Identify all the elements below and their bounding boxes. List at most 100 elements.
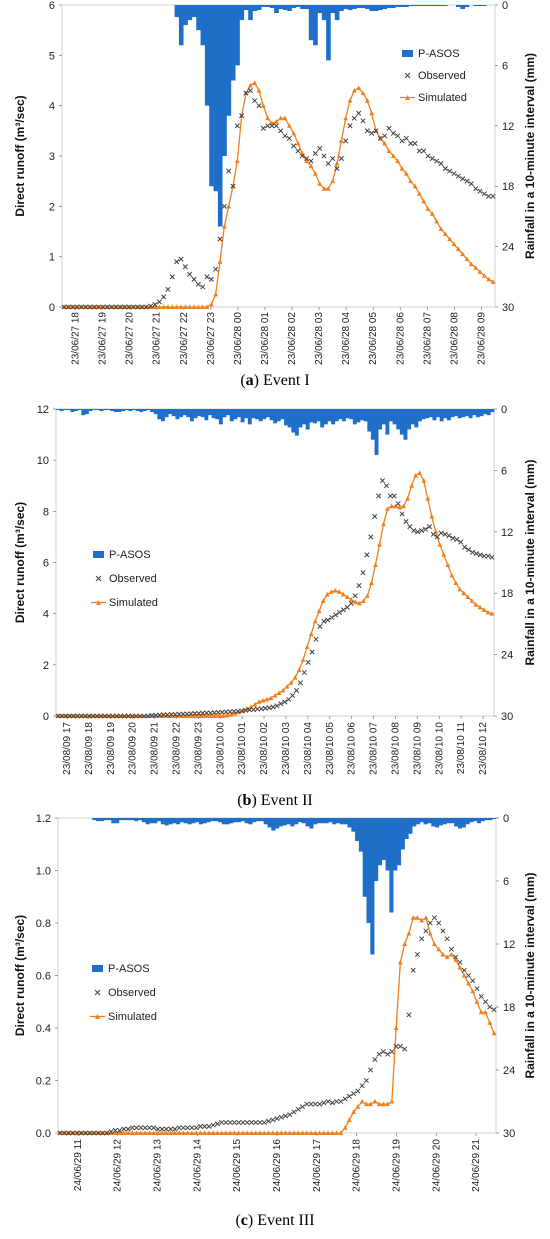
rain-bar [321, 5, 327, 21]
simulated-point [487, 1020, 493, 1025]
simulated-point [368, 1101, 374, 1107]
simulated-point [156, 304, 162, 309]
y-tick-label: 0 [43, 711, 49, 723]
rain-bar [92, 409, 97, 411]
observed-point [110, 713, 116, 719]
simulated-point [206, 1130, 212, 1135]
rain-bar [412, 5, 418, 7]
rain-bar [301, 818, 306, 824]
rain-bar [370, 409, 375, 440]
x-tick-label: 23/06/28 00 [233, 312, 244, 365]
x-tick-label: 23/08/09 20 [128, 722, 139, 775]
simulated-point [455, 246, 461, 252]
rain-bar [211, 409, 216, 419]
observed-point [200, 710, 206, 716]
rain-bar [486, 409, 491, 416]
y2-tick-label: 6 [502, 60, 508, 72]
caption-letter: a [245, 372, 254, 389]
observed-point [317, 145, 323, 152]
observed-point [106, 713, 112, 719]
rain-bar [360, 5, 366, 9]
rain-bar [404, 818, 409, 839]
rain-bar [316, 409, 321, 422]
caption-event-3: (c) Event III [235, 1212, 315, 1229]
legend: P-ASOS Observed Simulated [400, 48, 467, 104]
rain-bar [226, 409, 231, 416]
observed-point [270, 1117, 276, 1123]
observed-point [265, 123, 271, 129]
observed-point [376, 1051, 382, 1057]
rain-bar [389, 409, 393, 422]
x-tick-label: 23/06/27 22 [179, 312, 190, 365]
observed-point [321, 153, 327, 159]
simulated-point [468, 261, 474, 267]
observed-point [121, 1126, 127, 1132]
rain-bar [106, 409, 111, 411]
observed-point [206, 1123, 212, 1129]
y-tick-label: 3 [49, 151, 55, 163]
simulated-point [215, 1130, 220, 1135]
observed-point [223, 1119, 229, 1126]
simulated-point [256, 699, 262, 704]
observed-point [282, 1113, 289, 1119]
simulated-point [377, 541, 382, 547]
y-tick-label: 1.0 [36, 866, 51, 878]
observed-point [336, 609, 343, 615]
simulated-point [423, 915, 429, 920]
rain-bar [393, 818, 398, 871]
rain-bar [320, 409, 325, 428]
simulated-point [196, 713, 202, 718]
rain-bar [259, 818, 264, 822]
observed-point [278, 128, 284, 134]
simulated-point [223, 1130, 229, 1135]
simulated-point [481, 273, 487, 278]
rain-bar [305, 818, 310, 827]
rain-bar [206, 818, 211, 823]
simulated-point [489, 611, 495, 616]
rain-bar [291, 409, 296, 433]
rain-bar [339, 5, 344, 12]
x-tick-label: 24/06/29 11 [73, 1139, 84, 1192]
rain-bar [88, 409, 93, 412]
observed-point [316, 1101, 323, 1107]
observed-point [65, 1130, 72, 1136]
series-observed [55, 478, 495, 719]
rain-bar [240, 818, 245, 822]
simulated-point [165, 304, 171, 309]
simulated-point [410, 915, 416, 920]
rain-bar [230, 5, 236, 81]
observed-point [308, 1101, 314, 1107]
x-tick-label: 23/06/28 04 [341, 312, 352, 365]
observed-point [309, 649, 315, 655]
rain-bar [134, 818, 139, 822]
observed-point [63, 713, 69, 719]
observed-point [461, 967, 467, 973]
observed-point [227, 1119, 233, 1126]
observed-point [125, 713, 131, 719]
simulated-point [240, 1130, 246, 1135]
simulated-point [438, 226, 444, 231]
rain-bar [355, 818, 360, 842]
observed-point [109, 304, 115, 310]
observed-point [129, 713, 135, 719]
x-tick-label: 23/08/10 05 [325, 722, 336, 775]
simulated-point [304, 1130, 310, 1135]
x-tick-label: 23/08/10 04 [303, 722, 314, 775]
observed-point [442, 531, 448, 537]
simulated-point [399, 165, 405, 171]
simulated-point [172, 1130, 178, 1135]
rain-bar [179, 409, 183, 418]
rain-bar [461, 818, 466, 828]
observed-point [215, 709, 221, 715]
rain-bar [239, 5, 245, 21]
rain-bar [349, 409, 354, 420]
simulated-point [257, 1130, 263, 1135]
observed-point [278, 701, 284, 707]
observed-point [61, 304, 67, 310]
simulated-point [474, 999, 480, 1004]
rain-bar [490, 409, 495, 413]
observed-point [299, 153, 305, 159]
observed-point [360, 118, 366, 124]
rain-bar [237, 818, 242, 823]
simulated-point [176, 713, 181, 718]
